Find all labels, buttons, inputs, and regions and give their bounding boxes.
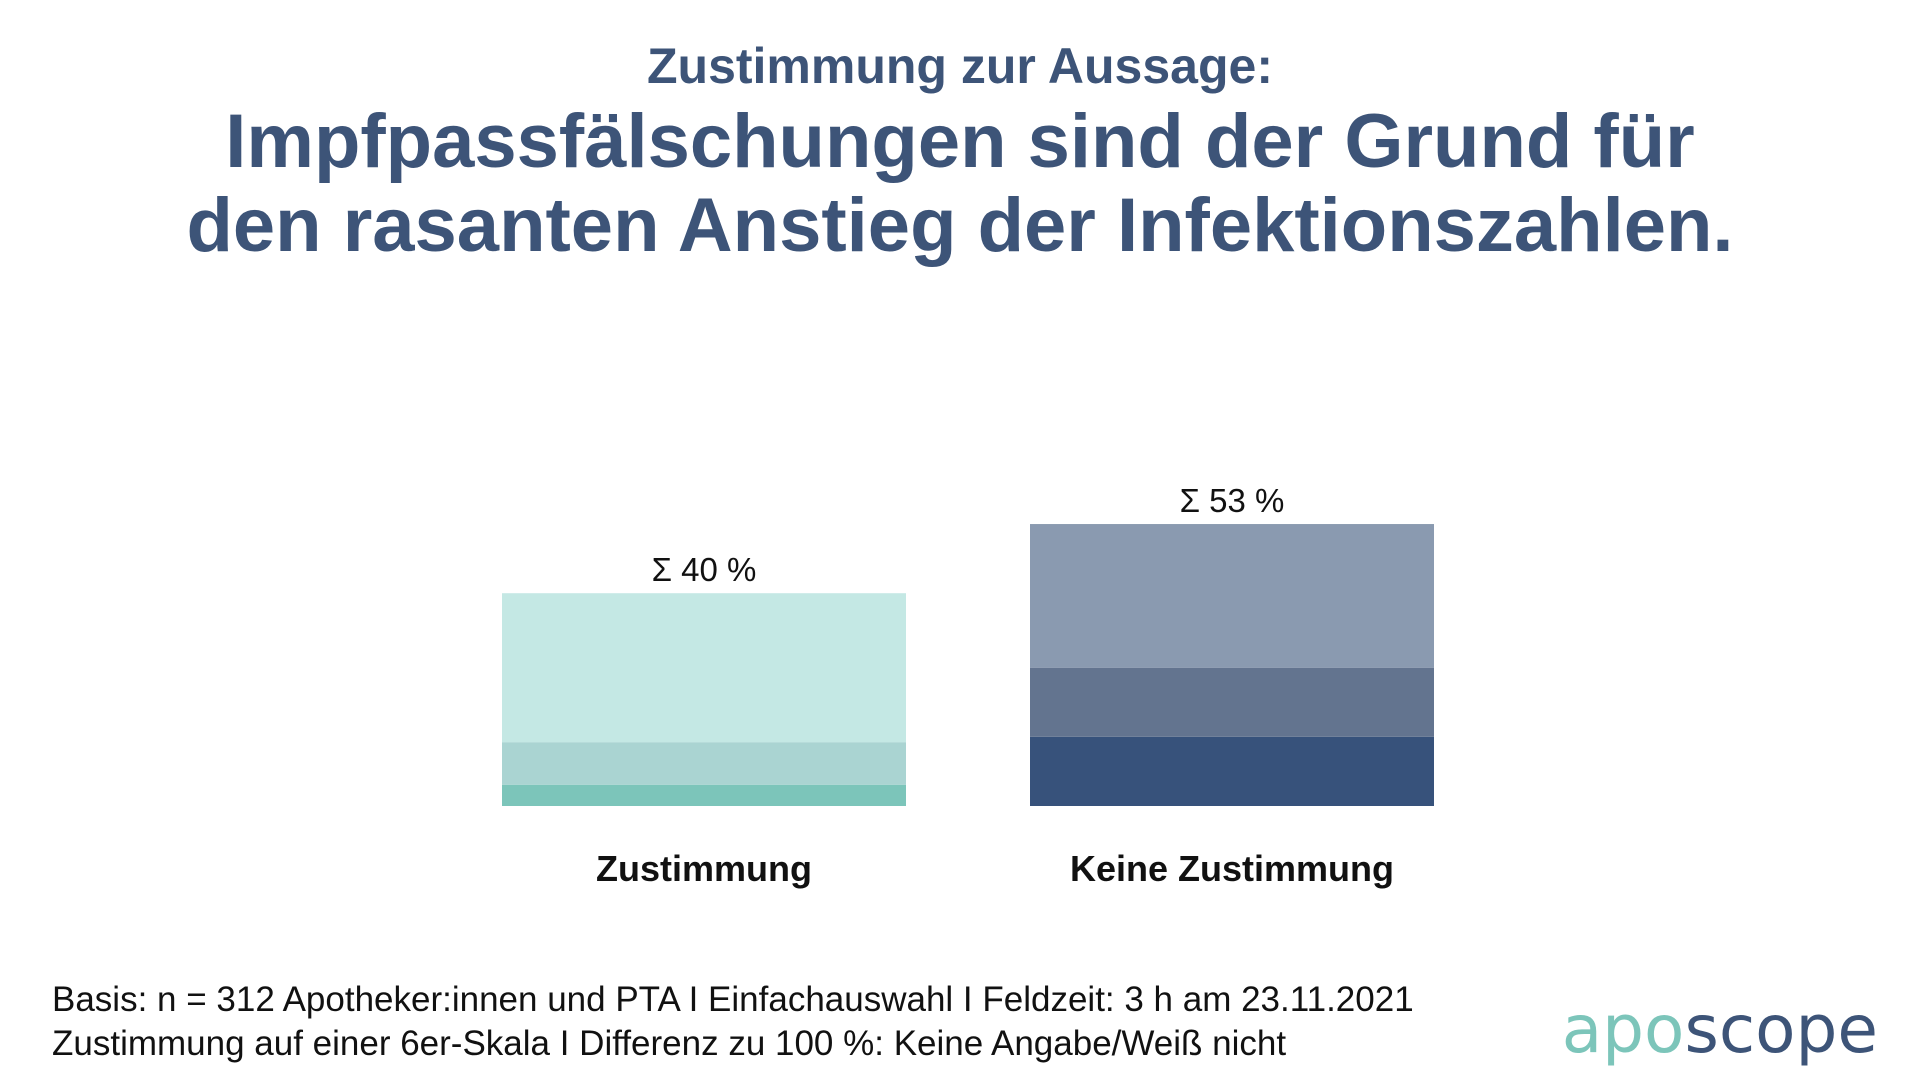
bar-segment-1-2 — [502, 742, 906, 785]
aposcope-logo: aposcope — [1562, 990, 1878, 1070]
logo-part-apo: apo — [1561, 991, 1685, 1068]
bar-segment-2-2 — [1030, 667, 1434, 737]
footnote-line-2: Zustimmung auf einer 6er-Skala I Differe… — [52, 1024, 1287, 1063]
bar-segment-2-1 — [1030, 736, 1434, 806]
bar-segment-1-1 — [502, 784, 906, 806]
category-label-2: Keine Zustimmung — [1070, 848, 1394, 889]
category-label-1: Zustimmung — [596, 848, 812, 889]
chart-title: Impfpassfälschungen sind der Grund für d… — [0, 100, 1920, 268]
bar-segment-1-3 — [502, 593, 906, 743]
footnote: Basis: n = 312 Apotheker:innen und PTA I… — [52, 978, 1414, 1066]
chart-title-line-2: den rasanten Anstieg der Infektionszahle… — [186, 183, 1734, 268]
chart-title-line-1: Impfpassfälschungen sind der Grund für — [225, 99, 1695, 184]
chart-subtitle: Zustimmung zur Aussage: — [647, 38, 1273, 94]
total-label-2: Σ 53 % — [1180, 482, 1285, 519]
total-label-1: Σ 40 % — [652, 551, 757, 588]
bar-segment-2-3 — [1030, 524, 1434, 668]
logo-part-scope: scope — [1684, 991, 1878, 1068]
footnote-line-1: Basis: n = 312 Apotheker:innen und PTA I… — [52, 980, 1414, 1019]
header: Zustimmung zur Aussage: Impfpassfälschun… — [0, 36, 1920, 268]
